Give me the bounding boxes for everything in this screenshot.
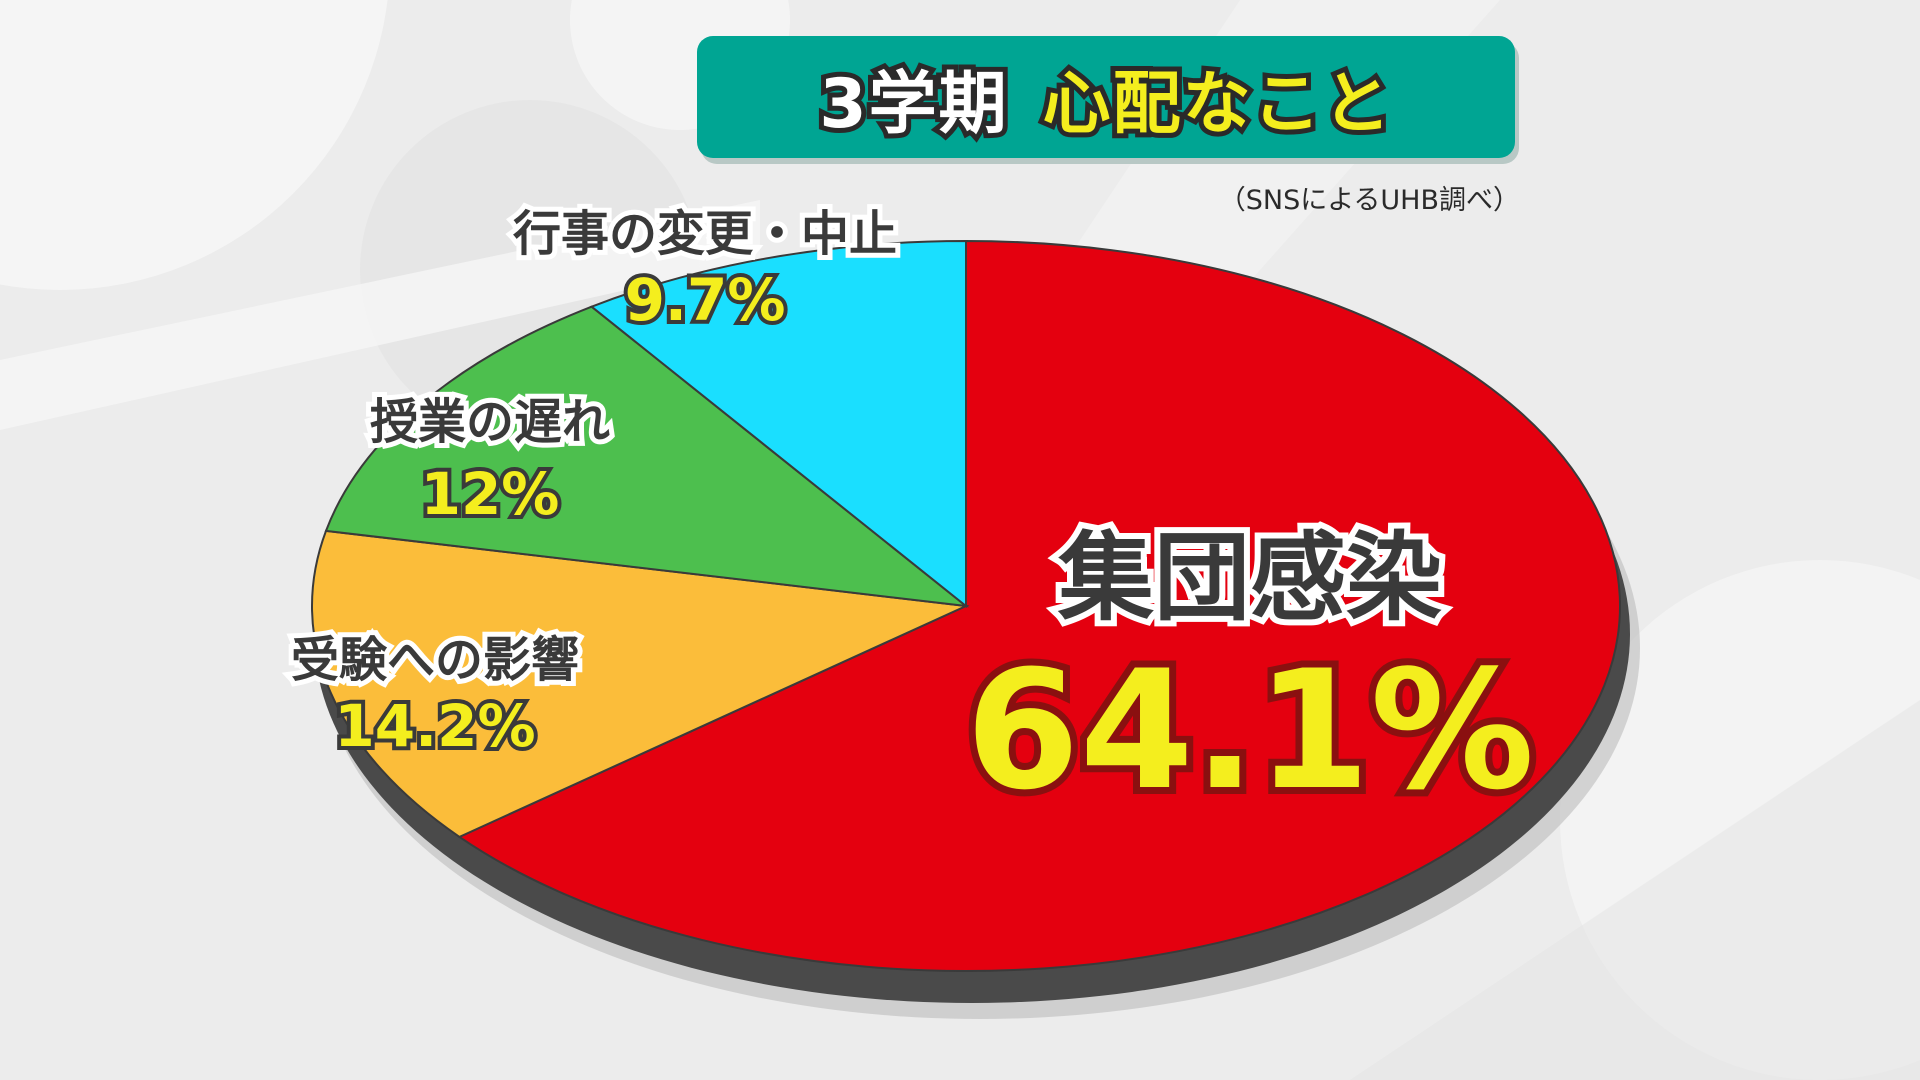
slice-value-collective-infection: 64.1% xyxy=(959,628,1542,833)
slice-collective-infection xyxy=(457,239,1621,972)
slice-class-delay xyxy=(324,305,970,608)
slice-label-event-change: 行事の変更・中止 xyxy=(508,201,902,267)
slice-value-exam-impact: 14.2% xyxy=(330,688,539,764)
slice-value-event-change: 9.7% xyxy=(621,262,790,338)
slice-label-exam-impact: 受験への影響 xyxy=(286,627,584,693)
pie-slices xyxy=(311,239,1621,972)
slice-exam-impact xyxy=(311,529,970,839)
title-sub: 心配なこと xyxy=(1038,60,1396,149)
slice-label-collective-infection: 集団感染 xyxy=(1052,516,1448,640)
slice-label-class-delay: 授業の遅れ xyxy=(365,389,615,455)
slice-value-class-delay: 12% xyxy=(417,456,564,532)
slice-event-change xyxy=(589,239,967,609)
title-main: 3学期 xyxy=(814,60,1011,149)
source-note: （SNSによるUHB調べ） xyxy=(1218,185,1520,216)
title-banner: 3学期 心配なこと xyxy=(697,36,1515,158)
